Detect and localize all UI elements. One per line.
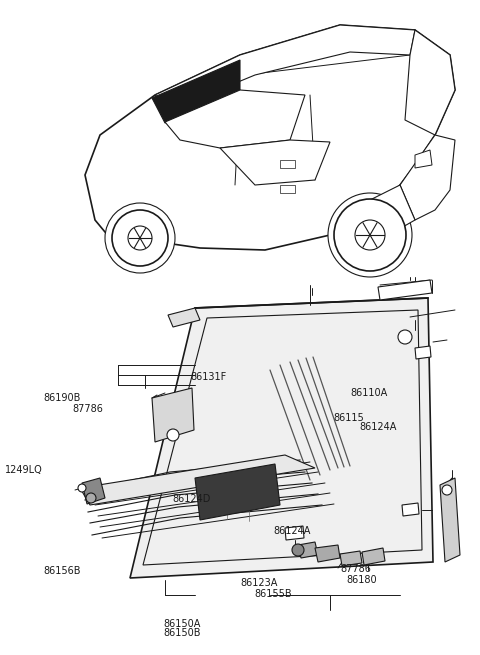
- Circle shape: [328, 193, 412, 277]
- Text: 86124A: 86124A: [359, 422, 396, 432]
- Circle shape: [105, 203, 175, 273]
- Polygon shape: [400, 135, 455, 220]
- Circle shape: [292, 544, 304, 556]
- Text: 86190B: 86190B: [43, 392, 81, 403]
- Text: 1249LQ: 1249LQ: [5, 465, 43, 476]
- Text: 86115: 86115: [334, 413, 364, 423]
- Text: 86131F: 86131F: [191, 372, 227, 383]
- Polygon shape: [362, 548, 385, 565]
- Polygon shape: [195, 464, 280, 520]
- Polygon shape: [378, 280, 432, 300]
- Polygon shape: [165, 90, 305, 148]
- Text: 86156B: 86156B: [43, 566, 81, 576]
- Polygon shape: [340, 551, 362, 566]
- Text: 86123A: 86123A: [240, 578, 277, 588]
- Circle shape: [78, 484, 86, 492]
- Text: 86150A: 86150A: [164, 618, 201, 629]
- Polygon shape: [415, 346, 431, 359]
- Circle shape: [128, 226, 152, 250]
- Polygon shape: [82, 478, 105, 504]
- Polygon shape: [315, 545, 340, 562]
- Polygon shape: [440, 478, 460, 562]
- Polygon shape: [340, 185, 415, 245]
- Circle shape: [112, 210, 168, 266]
- Text: 86180: 86180: [347, 574, 377, 585]
- Circle shape: [334, 199, 406, 271]
- Text: 86124A: 86124A: [274, 525, 311, 536]
- Circle shape: [442, 485, 452, 495]
- Circle shape: [355, 220, 385, 250]
- Text: 87786: 87786: [341, 563, 372, 574]
- Polygon shape: [130, 298, 433, 578]
- Polygon shape: [280, 160, 295, 168]
- Polygon shape: [220, 140, 330, 185]
- Polygon shape: [405, 30, 455, 135]
- Circle shape: [167, 429, 179, 441]
- Polygon shape: [152, 388, 194, 442]
- Text: 86124D: 86124D: [173, 494, 211, 504]
- Polygon shape: [155, 25, 415, 108]
- Circle shape: [86, 493, 96, 503]
- Polygon shape: [80, 455, 315, 505]
- Polygon shape: [298, 542, 318, 558]
- Polygon shape: [285, 526, 304, 540]
- Polygon shape: [152, 60, 240, 123]
- Polygon shape: [85, 25, 455, 250]
- Polygon shape: [415, 150, 432, 168]
- Polygon shape: [402, 503, 419, 516]
- Text: 87786: 87786: [72, 404, 103, 415]
- Polygon shape: [280, 185, 295, 193]
- Polygon shape: [168, 308, 200, 327]
- Text: 86155B: 86155B: [254, 589, 292, 599]
- Text: 86110A: 86110A: [350, 388, 388, 398]
- Text: 86150B: 86150B: [164, 627, 201, 638]
- Circle shape: [398, 330, 412, 344]
